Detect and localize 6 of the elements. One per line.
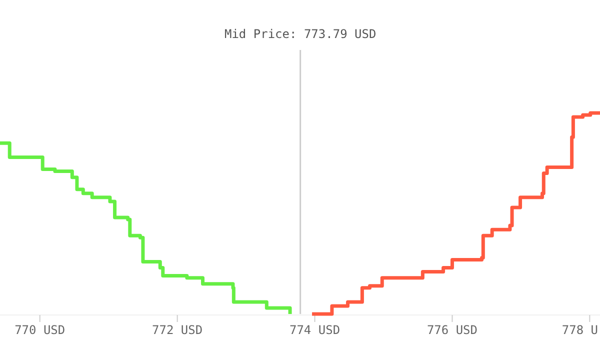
x-tick-label: 770 USD <box>14 323 66 337</box>
x-tick-label: 776 USD <box>426 323 478 337</box>
x-tick-label: 774 USD <box>289 323 340 337</box>
ref-line-label: Mid Price: 773.79 USD <box>224 27 376 41</box>
x-tick-label: 778 U <box>562 323 598 337</box>
x-tick-label: 772 USD <box>152 323 203 337</box>
